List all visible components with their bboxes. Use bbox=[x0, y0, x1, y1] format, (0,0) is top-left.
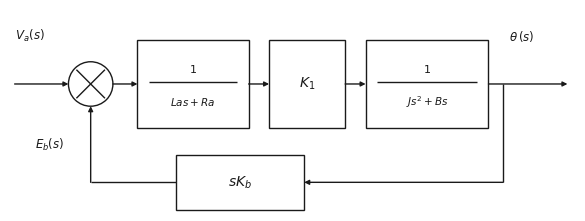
Text: $\theta\,(s)$: $\theta\,(s)$ bbox=[509, 29, 534, 44]
Bar bbox=[176, 155, 304, 210]
Text: $V_a(s)$: $V_a(s)$ bbox=[15, 28, 44, 44]
Text: $sK_b$: $sK_b$ bbox=[228, 174, 252, 191]
Text: $1$: $1$ bbox=[423, 63, 431, 74]
Bar bbox=[137, 40, 249, 128]
Text: $Js^2+Bs$: $Js^2+Bs$ bbox=[406, 94, 448, 110]
Text: $E_b(s)$: $E_b(s)$ bbox=[35, 137, 64, 153]
Bar bbox=[269, 40, 345, 128]
Text: $K_1$: $K_1$ bbox=[299, 76, 315, 92]
Bar bbox=[366, 40, 488, 128]
Text: $Las+Ra$: $Las+Ra$ bbox=[170, 96, 216, 108]
Text: $1$: $1$ bbox=[189, 63, 197, 74]
